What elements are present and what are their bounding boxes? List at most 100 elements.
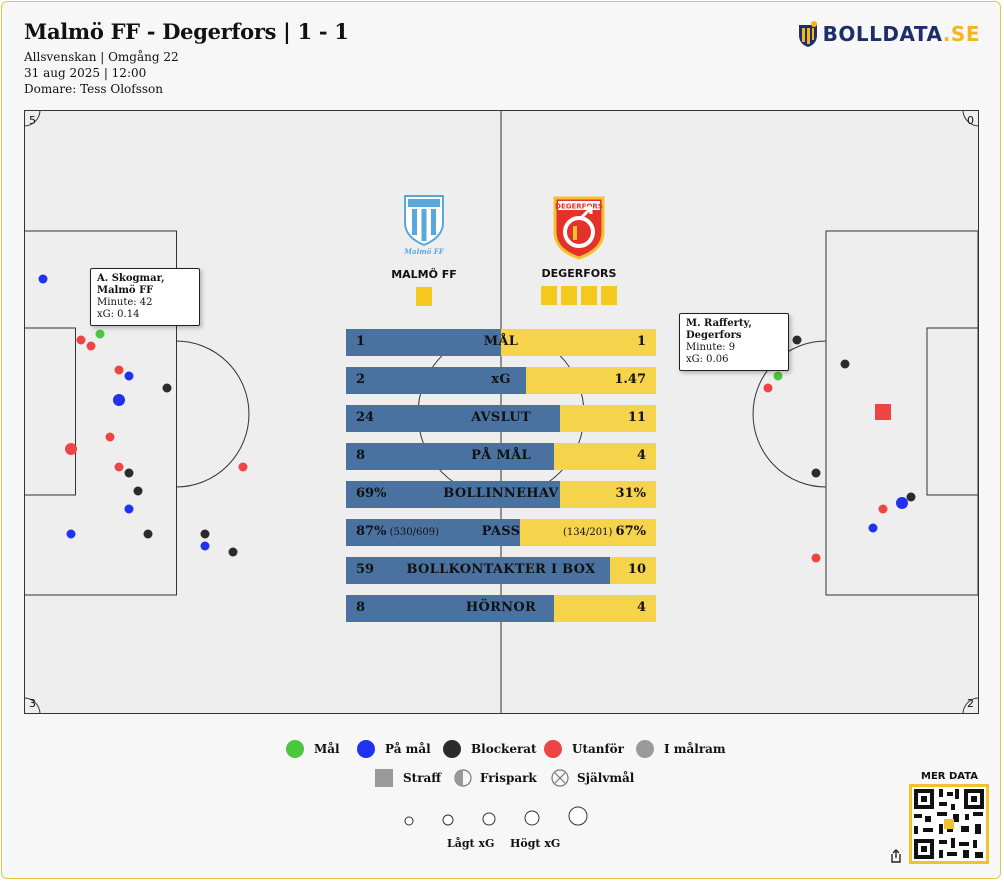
home-bar — [346, 329, 501, 356]
stat-label: PÅ MÅL — [471, 448, 531, 463]
shot-marker[interactable] — [811, 468, 821, 478]
shot-marker[interactable] — [162, 383, 172, 393]
stat-label: MÅL — [483, 334, 519, 349]
away-value: 31% — [615, 486, 646, 501]
away-team-block: DEGERFORS DEGERFORS — [538, 196, 620, 305]
shot-marker[interactable] — [896, 497, 908, 509]
shot-marker[interactable] — [124, 504, 134, 514]
away-bar — [501, 329, 656, 356]
xg-size-scale — [404, 806, 588, 826]
away-value: 11 — [627, 410, 646, 425]
shot-marker[interactable] — [114, 462, 124, 472]
tooltip-xg: xG: 0.14 — [97, 309, 140, 320]
shot-marker[interactable] — [840, 359, 850, 369]
stat-label: AVSLUT — [471, 410, 531, 425]
goal-square — [416, 287, 432, 306]
shot-marker[interactable] — [228, 547, 238, 557]
away-bar — [519, 519, 656, 546]
home-bar — [346, 367, 526, 394]
shot-marker[interactable] — [86, 341, 96, 351]
stat-label: BOLLKONTAKTER I BOX — [406, 562, 596, 577]
away-bar — [609, 557, 656, 584]
qr-label: MER DATA — [921, 771, 979, 782]
shot-marker[interactable] — [878, 504, 888, 514]
shot-marker[interactable] — [114, 365, 124, 375]
stat-row: 24 11 AVSLUT — [346, 405, 656, 432]
stat-row: 8 4 HÖRNOR — [346, 595, 656, 622]
stat-row: 2 1.47 xG — [346, 367, 656, 394]
home-value: 69% — [356, 486, 387, 501]
goal-dot-icon — [286, 740, 304, 758]
stat-label: xG — [491, 372, 511, 387]
shot-marker[interactable] — [906, 492, 916, 502]
woodwork-dot-icon — [636, 740, 654, 758]
shot-marker[interactable] — [792, 335, 802, 345]
corner-count-bottom-left: 3 — [29, 697, 36, 710]
degerfors-crest-icon: DEGERFORS — [553, 196, 605, 260]
home-value: 59 — [356, 562, 375, 577]
home-bar — [346, 519, 520, 546]
page-title: Malmö FF - Degerfors | 1 - 1 — [24, 19, 349, 44]
half-circle-icon — [454, 769, 472, 787]
goal-square — [541, 286, 557, 305]
stat-row: 87% (530/609) (134/201) 67% PASS — [346, 519, 656, 546]
shot-marker[interactable] — [66, 529, 76, 539]
stat-row: 1 1 MÅL — [346, 329, 656, 356]
away-bar — [553, 595, 656, 622]
tooltip-team: Degerfors — [686, 330, 742, 341]
bolldata-logo[interactable]: BOLLDATA.SE — [797, 20, 980, 48]
shot-marker[interactable] — [113, 394, 125, 406]
shot-marker[interactable] — [143, 529, 153, 539]
shot-marker[interactable] — [38, 274, 48, 284]
shot-tooltip-home: A. Skogmar, Malmö FF Minute: 42 xG: 0.14 — [90, 268, 200, 326]
away-bar — [559, 405, 656, 432]
corner-count-top-left: 5 — [29, 114, 36, 127]
qr-code-icon[interactable] — [909, 784, 989, 864]
home-bar — [346, 595, 554, 622]
shot-marker[interactable] — [200, 529, 210, 539]
shot-marker[interactable] — [811, 553, 821, 563]
shot-marker[interactable] — [124, 468, 134, 478]
shot-marker[interactable] — [868, 523, 878, 533]
referee: Domare: Tess Olofsson — [24, 82, 163, 96]
shot-marker[interactable] — [773, 371, 783, 381]
shot-marker[interactable] — [124, 371, 134, 381]
away-bar — [559, 481, 656, 508]
legend-own-goal: Självmål — [551, 769, 634, 787]
home-value: 8 — [356, 600, 366, 615]
tooltip-team: Malmö FF — [97, 285, 154, 296]
away-value: (134/201) 67% — [563, 524, 646, 539]
shot-marker[interactable] — [763, 383, 773, 393]
penalty-shot-marker[interactable] — [875, 404, 891, 420]
legend-off-target: Utanför — [544, 740, 624, 758]
goal-square — [601, 286, 617, 305]
away-bar — [525, 367, 656, 394]
legend-woodwork: I målram — [636, 740, 726, 758]
shot-marker[interactable] — [200, 541, 210, 551]
shot-marker[interactable] — [65, 443, 77, 455]
goal-square — [581, 286, 597, 305]
stat-label: PASS — [481, 524, 521, 539]
away-value: 10 — [627, 562, 646, 577]
tooltip-minute: Minute: 42 — [97, 297, 153, 308]
legend-free-kick: Frispark — [454, 769, 537, 787]
home-value: 2 — [356, 372, 366, 387]
stat-label: BOLLINNEHAV — [443, 486, 559, 501]
home-goal-squares — [384, 287, 464, 306]
home-value: 87% (530/609) — [356, 524, 439, 539]
away-bar — [553, 443, 656, 470]
tooltip-minute: Minute: 9 — [686, 342, 736, 353]
tooltip-xg: xG: 0.06 — [686, 354, 729, 365]
xg-low-label: Lågt xG — [447, 837, 495, 850]
home-team-block: Malmö FF MALMÖ FF — [384, 193, 464, 306]
svg-text:DEGERFORS: DEGERFORS — [555, 203, 603, 211]
home-bar — [346, 443, 554, 470]
shot-marker[interactable] — [76, 335, 86, 345]
share-icon[interactable] — [889, 848, 903, 864]
stat-row: 69% 31% BOLLINNEHAV — [346, 481, 656, 508]
shot-marker[interactable] — [105, 432, 115, 442]
shot-marker[interactable] — [133, 486, 143, 496]
legend-blocked: Blockerat — [443, 740, 537, 758]
shot-marker[interactable] — [238, 462, 248, 472]
shot-marker[interactable] — [95, 329, 105, 339]
